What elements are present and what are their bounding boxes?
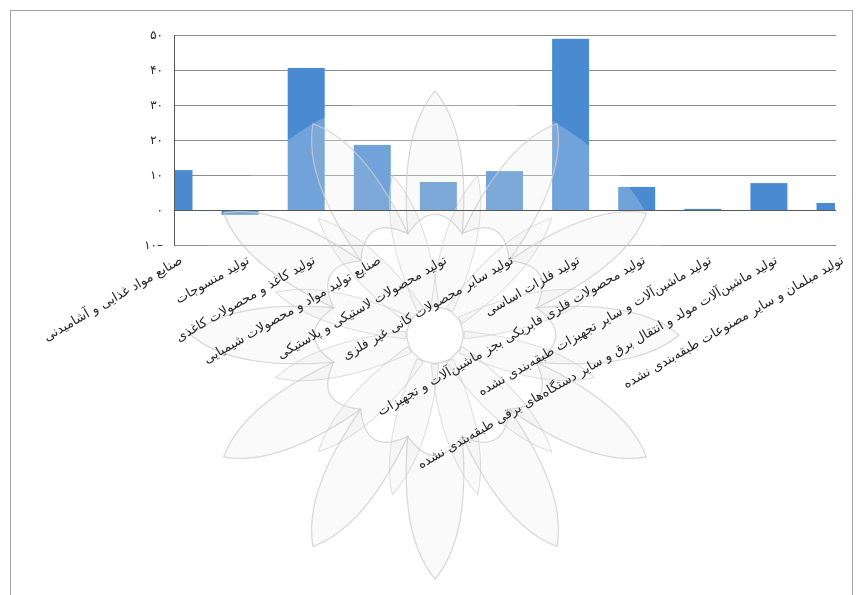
watermark-petal [274,330,412,382]
axes [174,35,836,246]
watermark-petal [430,174,482,312]
bar [816,203,835,210]
bar [618,186,656,210]
watermark-petal [458,330,596,382]
watermark-petal [507,360,648,460]
bar [419,182,457,210]
watermark-petal [310,122,410,263]
bars [174,38,835,215]
watermark-petal [222,210,363,310]
watermark-petal [317,217,424,324]
bar [353,144,391,210]
watermark-disc [191,91,679,579]
watermark-petal [460,122,560,263]
watermark-rosette [190,90,680,580]
watermark-petal [274,288,412,340]
watermark-petal [388,174,440,312]
watermark-petal [405,434,465,580]
bar [552,38,590,210]
bar [221,210,259,215]
watermark-petal [405,90,465,236]
watermark-petal [460,407,560,548]
chart-area-border [10,10,853,595]
watermark-petal [317,346,424,453]
watermark-petal [534,305,680,365]
watermark-center [406,306,464,364]
bar [684,208,722,210]
watermark-petal [430,358,482,496]
watermark-petal [446,217,553,324]
watermark-petal [388,358,440,496]
watermark-petal [446,346,553,453]
watermark-petal [458,288,596,340]
bar [287,67,325,211]
watermark-petal [190,305,336,365]
bar [486,171,523,210]
watermark-petal [222,360,363,460]
bar [174,170,193,210]
watermark-petal [310,407,410,548]
watermark-petal [507,210,648,310]
bar [750,183,788,210]
